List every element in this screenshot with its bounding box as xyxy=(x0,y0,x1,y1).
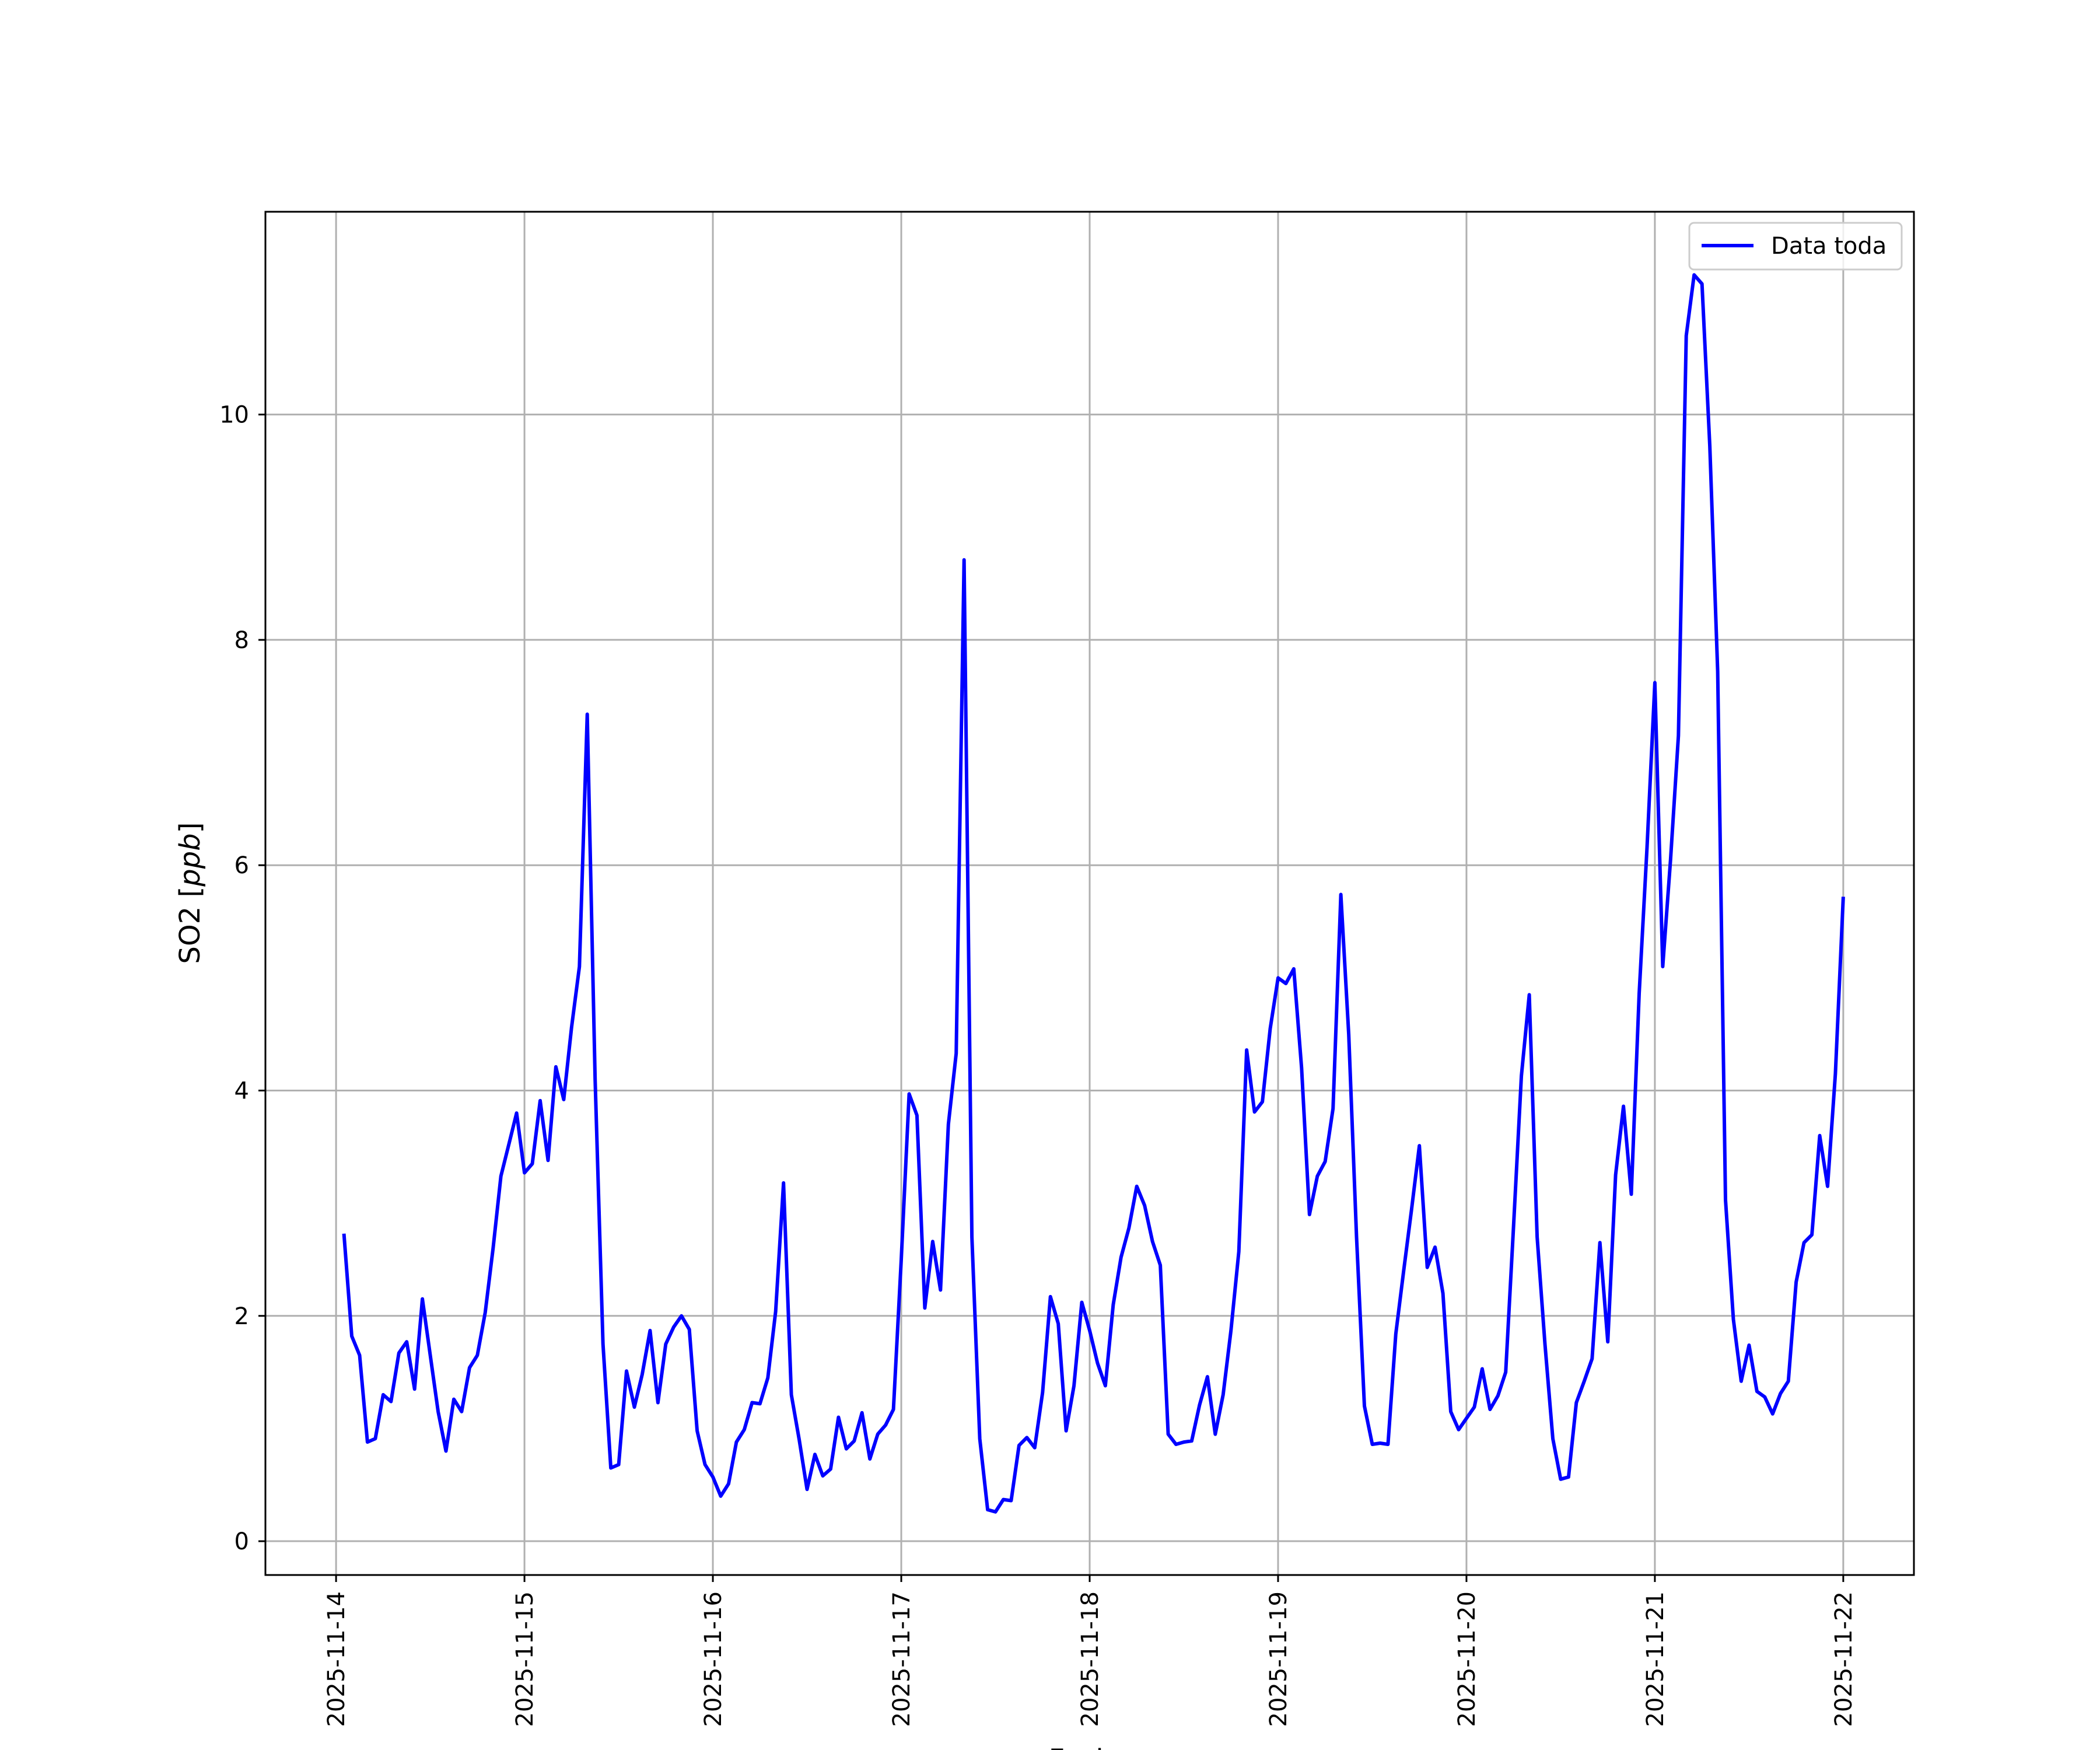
x-tick-label-2: 2025-11-16 xyxy=(700,1591,727,1727)
grid-lines xyxy=(265,212,1914,1575)
x-tick-label-7: 2025-11-21 xyxy=(1642,1591,1669,1727)
series-layer xyxy=(342,273,1845,1514)
legend: Data toda xyxy=(1688,222,1903,271)
x-tick-label-1: 2025-11-15 xyxy=(512,1591,538,1727)
y-axis-label: SO2 [ppb] xyxy=(174,822,206,964)
y-tick-label-1: 2 xyxy=(235,1303,249,1330)
legend-label: Data toda xyxy=(1771,233,1887,260)
y-axis-ticks: 0 2 4 6 8 10 xyxy=(219,402,265,1555)
x-tick-label-5: 2025-11-19 xyxy=(1265,1591,1292,1727)
x-tick-label-0: 2025-11-14 xyxy=(323,1591,350,1727)
y-axis-label-unit: ppb xyxy=(174,833,206,887)
x-tick-label-3: 2025-11-17 xyxy=(888,1591,915,1727)
y-tick-label-4: 8 xyxy=(235,627,249,654)
x-tick-label-4: 2025-11-18 xyxy=(1077,1591,1104,1727)
x-axis-label: Fecha xyxy=(1049,1744,1131,1750)
y-axis-label-close: ] xyxy=(174,822,206,834)
series-line-0 xyxy=(342,273,1845,1514)
y-tick-label-3: 6 xyxy=(235,852,249,879)
y-tick-label-0: 0 xyxy=(235,1528,249,1555)
y-tick-label-5: 10 xyxy=(219,402,249,429)
x-axis-ticks: 2025-11-14 2025-11-15 2025-11-16 2025-11-17… xyxy=(323,1575,1857,1727)
x-tick-label-8: 2025-11-22 xyxy=(1831,1591,1857,1727)
y-axis-label-main: SO2 [ xyxy=(174,887,206,964)
legend-box xyxy=(1688,222,1903,271)
x-tick-label-6: 2025-11-20 xyxy=(1454,1591,1480,1727)
y-tick-label-2: 4 xyxy=(235,1077,249,1104)
